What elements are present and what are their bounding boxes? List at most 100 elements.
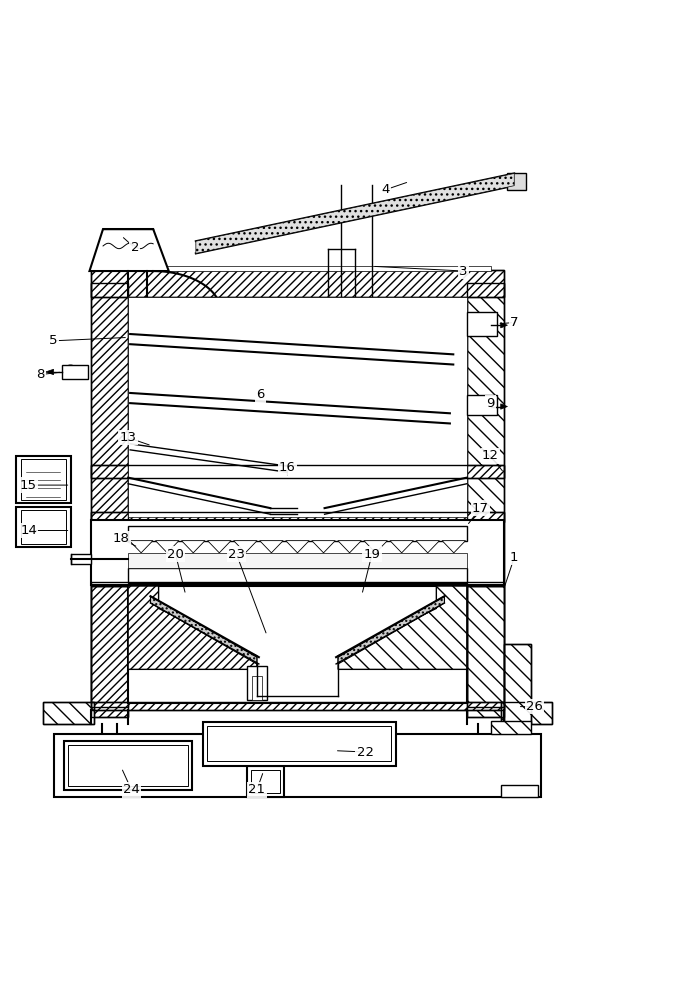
Polygon shape	[338, 556, 361, 568]
Text: 18: 18	[113, 532, 130, 545]
Bar	[91, 520, 504, 585]
Text: 8: 8	[36, 368, 44, 381]
Circle shape	[158, 562, 162, 566]
Polygon shape	[156, 556, 179, 568]
Circle shape	[231, 556, 235, 560]
Circle shape	[195, 556, 199, 560]
Circle shape	[451, 562, 455, 566]
Circle shape	[249, 562, 253, 566]
Text: 20: 20	[167, 548, 184, 561]
Circle shape	[158, 556, 162, 560]
Bar	[466, 395, 497, 415]
Bar	[64, 741, 193, 790]
Bar	[504, 644, 531, 724]
Bar	[16, 456, 70, 503]
Text: 2: 2	[130, 241, 139, 254]
Bar	[70, 554, 91, 564]
Bar	[44, 702, 94, 724]
Circle shape	[432, 556, 436, 560]
Circle shape	[213, 562, 217, 566]
Bar	[53, 734, 542, 797]
Polygon shape	[182, 556, 205, 568]
Bar	[501, 702, 551, 724]
Bar	[91, 702, 504, 710]
Polygon shape	[390, 541, 413, 553]
Text: 21: 21	[249, 783, 265, 796]
Bar	[91, 270, 504, 297]
Circle shape	[213, 556, 217, 560]
Text: 17: 17	[472, 502, 489, 515]
Circle shape	[341, 556, 345, 560]
Polygon shape	[312, 556, 335, 568]
Bar	[44, 702, 94, 724]
Bar	[466, 586, 504, 707]
Bar	[91, 702, 504, 710]
Bar	[251, 770, 280, 793]
Circle shape	[322, 562, 326, 566]
Bar	[466, 586, 504, 707]
Circle shape	[286, 562, 290, 566]
Polygon shape	[416, 541, 439, 553]
Bar	[504, 644, 531, 724]
Bar	[252, 676, 262, 700]
Polygon shape	[156, 541, 179, 553]
Bar	[91, 283, 128, 717]
Bar	[91, 270, 504, 297]
Bar	[501, 785, 538, 797]
Polygon shape	[182, 541, 205, 553]
Text: 16: 16	[279, 461, 296, 474]
Polygon shape	[442, 556, 466, 568]
Text: 3: 3	[459, 265, 468, 278]
Bar	[128, 526, 466, 541]
Circle shape	[414, 556, 418, 560]
Bar	[203, 722, 395, 766]
Text: 24: 24	[123, 783, 140, 796]
Text: 9: 9	[486, 397, 494, 410]
Polygon shape	[501, 323, 507, 328]
Circle shape	[249, 556, 253, 560]
Circle shape	[341, 562, 345, 566]
Bar	[91, 586, 128, 707]
Circle shape	[139, 562, 143, 566]
Circle shape	[176, 562, 180, 566]
Circle shape	[176, 556, 180, 560]
Bar	[208, 726, 391, 761]
Circle shape	[378, 562, 382, 566]
Bar	[21, 459, 66, 500]
Bar	[91, 283, 128, 717]
Circle shape	[195, 562, 199, 566]
Circle shape	[304, 562, 308, 566]
Polygon shape	[150, 596, 257, 664]
Bar	[91, 465, 504, 478]
Polygon shape	[338, 541, 361, 553]
Bar	[128, 553, 466, 568]
Polygon shape	[128, 586, 257, 669]
Text: 4: 4	[381, 183, 390, 196]
Bar	[128, 526, 466, 541]
Bar	[247, 666, 267, 700]
Bar	[91, 465, 504, 478]
Circle shape	[432, 562, 436, 566]
Polygon shape	[416, 556, 439, 568]
Polygon shape	[442, 541, 466, 553]
Circle shape	[395, 556, 400, 560]
Polygon shape	[260, 556, 283, 568]
Polygon shape	[364, 556, 387, 568]
Circle shape	[451, 556, 455, 560]
Text: 14: 14	[20, 524, 37, 537]
Circle shape	[304, 556, 308, 560]
Bar	[501, 702, 551, 724]
Circle shape	[268, 562, 272, 566]
Bar	[466, 283, 504, 717]
Polygon shape	[234, 556, 257, 568]
Text: 7: 7	[510, 316, 518, 329]
Bar	[91, 582, 504, 586]
Bar	[247, 766, 284, 797]
Text: 26: 26	[526, 700, 543, 713]
Circle shape	[378, 556, 382, 560]
Text: 22: 22	[357, 746, 374, 759]
Bar	[490, 721, 531, 734]
Text: 15: 15	[20, 479, 37, 492]
Polygon shape	[260, 541, 283, 553]
Text: 12: 12	[482, 449, 499, 462]
